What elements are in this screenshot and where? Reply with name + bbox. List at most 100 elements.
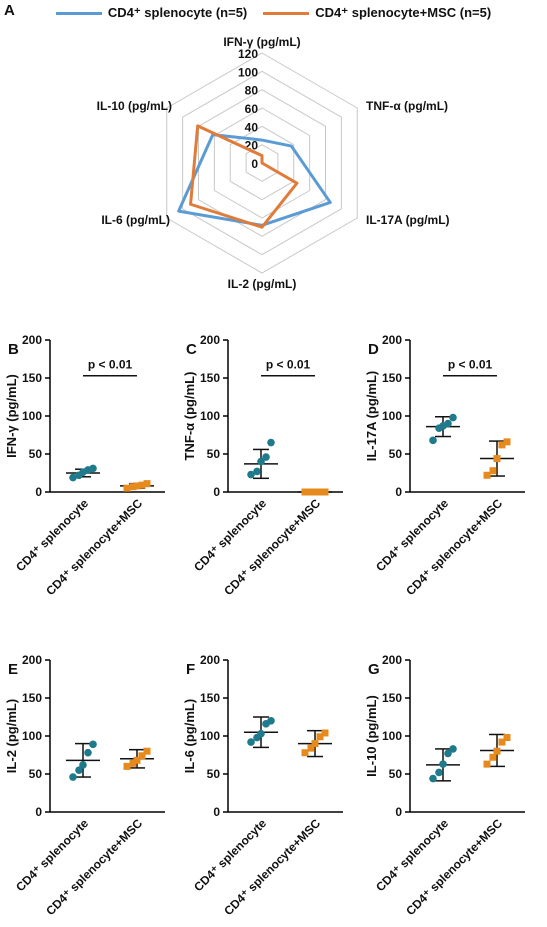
radar-tick-label: 60: [245, 102, 259, 116]
data-point: [316, 733, 324, 741]
data-point: [129, 483, 137, 491]
y-tick-label: 200: [382, 333, 402, 347]
significance-label: p < 0.01: [448, 358, 493, 372]
data-point: [439, 760, 447, 768]
data-point: [138, 481, 146, 489]
data-point: [493, 455, 501, 463]
data-point: [133, 756, 141, 764]
y-axis-label: IL-6 (pg/mL): [182, 699, 197, 773]
y-tick-label: 200: [22, 653, 42, 667]
y-tick-label: 50: [207, 447, 221, 461]
data-point: [316, 488, 324, 496]
data-point: [138, 752, 146, 760]
y-tick-label: 50: [389, 767, 403, 781]
data-point: [444, 749, 452, 758]
y-axis-label: IL-2 (pg/mL): [4, 699, 19, 773]
data-point: [123, 484, 131, 492]
data-point: [489, 467, 497, 475]
data-point: [449, 745, 457, 753]
data-point: [143, 747, 151, 755]
dot-plot-b: B 0 50 100 150 200 IFN-γ (pg/mL) CD4⁺ splenocyt…: [4, 333, 165, 598]
y-tick-label: 100: [200, 409, 220, 423]
data-point: [489, 753, 497, 761]
y-tick-label: 50: [207, 767, 221, 781]
data-point: [483, 760, 491, 768]
y-tick-label: 200: [200, 653, 220, 667]
panel-label-g: G: [368, 661, 380, 678]
y-tick-label: 100: [200, 729, 220, 743]
radar-grid-ring: [245, 144, 279, 182]
data-point: [429, 436, 437, 445]
y-tick-label: 0: [213, 485, 220, 499]
x-category-label: CD4⁺ splenocyte+MSC: [43, 816, 145, 918]
data-point: [307, 744, 315, 752]
data-point: [247, 738, 255, 746]
data-point: [257, 457, 265, 466]
legend-label-msc: CD4⁺ splenocyte+MSC (n=5): [315, 5, 492, 20]
data-point: [435, 768, 443, 777]
dot-plot-e: E 0 50 100 150 200 IL-2 (pg/mL) CD4⁺ splenocyte…: [4, 653, 165, 918]
radar-series-msc: [189, 124, 299, 229]
y-axis-label: TNF-α (pg/mL): [182, 372, 197, 461]
y-tick-label: 200: [200, 333, 220, 347]
y-axis-label: IL-10 (pg/mL): [364, 695, 379, 777]
y-tick-label: 150: [22, 691, 42, 705]
data-point: [69, 773, 77, 781]
data-point: [503, 734, 511, 742]
data-point: [307, 488, 315, 496]
legend-item-control: CD4⁺ splenocyte (n=5): [55, 5, 247, 21]
y-tick-label: 0: [213, 805, 220, 819]
data-point: [449, 413, 457, 422]
x-category-label: CD4⁺ splenocyte+MSC: [221, 816, 323, 918]
data-point: [301, 749, 309, 757]
y-tick-label: 100: [382, 729, 402, 743]
y-tick-label: 50: [29, 447, 43, 461]
dot-plot-c: C 0 50 100 150 200 TNF-α (pg/mL) CD4⁺ splenocyt…: [182, 333, 343, 598]
y-tick-label: 50: [389, 447, 403, 461]
data-point: [267, 717, 275, 725]
data-point: [123, 762, 131, 770]
panel-label-a: A: [4, 2, 15, 19]
data-point: [262, 453, 270, 461]
y-tick-label: 0: [35, 485, 42, 499]
legend-swatch-blue: [55, 11, 102, 15]
data-point: [321, 729, 329, 737]
data-point: [133, 482, 141, 490]
y-axis-label: IFN-γ (pg/mL): [4, 374, 19, 458]
y-tick-label: 100: [22, 729, 42, 743]
data-point: [498, 738, 506, 746]
panel-label-e: E: [8, 661, 18, 678]
data-point: [89, 464, 97, 473]
data-point: [301, 488, 309, 496]
data-point: [321, 488, 329, 496]
radar-grid-ring: [229, 125, 295, 201]
radar-grid-ring: [166, 52, 358, 274]
data-point: [79, 761, 87, 769]
panel-label-f: F: [186, 661, 195, 678]
y-tick-label: 100: [22, 409, 42, 423]
data-point: [84, 748, 92, 757]
radar-tick-label: 40: [245, 120, 259, 134]
data-point: [69, 473, 77, 482]
data-point: [89, 740, 97, 749]
dot-plot-g: G 0 50 100 150 200 IL-10 (pg/mL) CD4⁺ splenocyt…: [364, 653, 525, 918]
radar-axis-label: IL-10 (pg/mL): [97, 99, 172, 113]
radar-axis-label: IFN-γ (pg/mL): [223, 35, 300, 49]
radar-tick-label: 0: [251, 157, 258, 171]
radar-grid-ring: [182, 70, 342, 256]
data-point: [311, 488, 319, 496]
y-tick-label: 100: [382, 409, 402, 423]
data-point: [493, 747, 501, 755]
data-point: [311, 740, 319, 748]
data-point: [503, 438, 511, 446]
significance-label: p < 0.01: [266, 358, 311, 372]
y-tick-label: 0: [35, 805, 42, 819]
y-tick-label: 150: [200, 691, 220, 705]
data-point: [444, 419, 452, 428]
data-point: [429, 774, 437, 783]
x-category-label: CD4⁺ splenocyte+MSC: [221, 496, 323, 598]
radar-tick-label: 80: [245, 84, 259, 98]
significance-label: p < 0.01: [88, 358, 133, 372]
y-tick-label: 150: [200, 371, 220, 385]
